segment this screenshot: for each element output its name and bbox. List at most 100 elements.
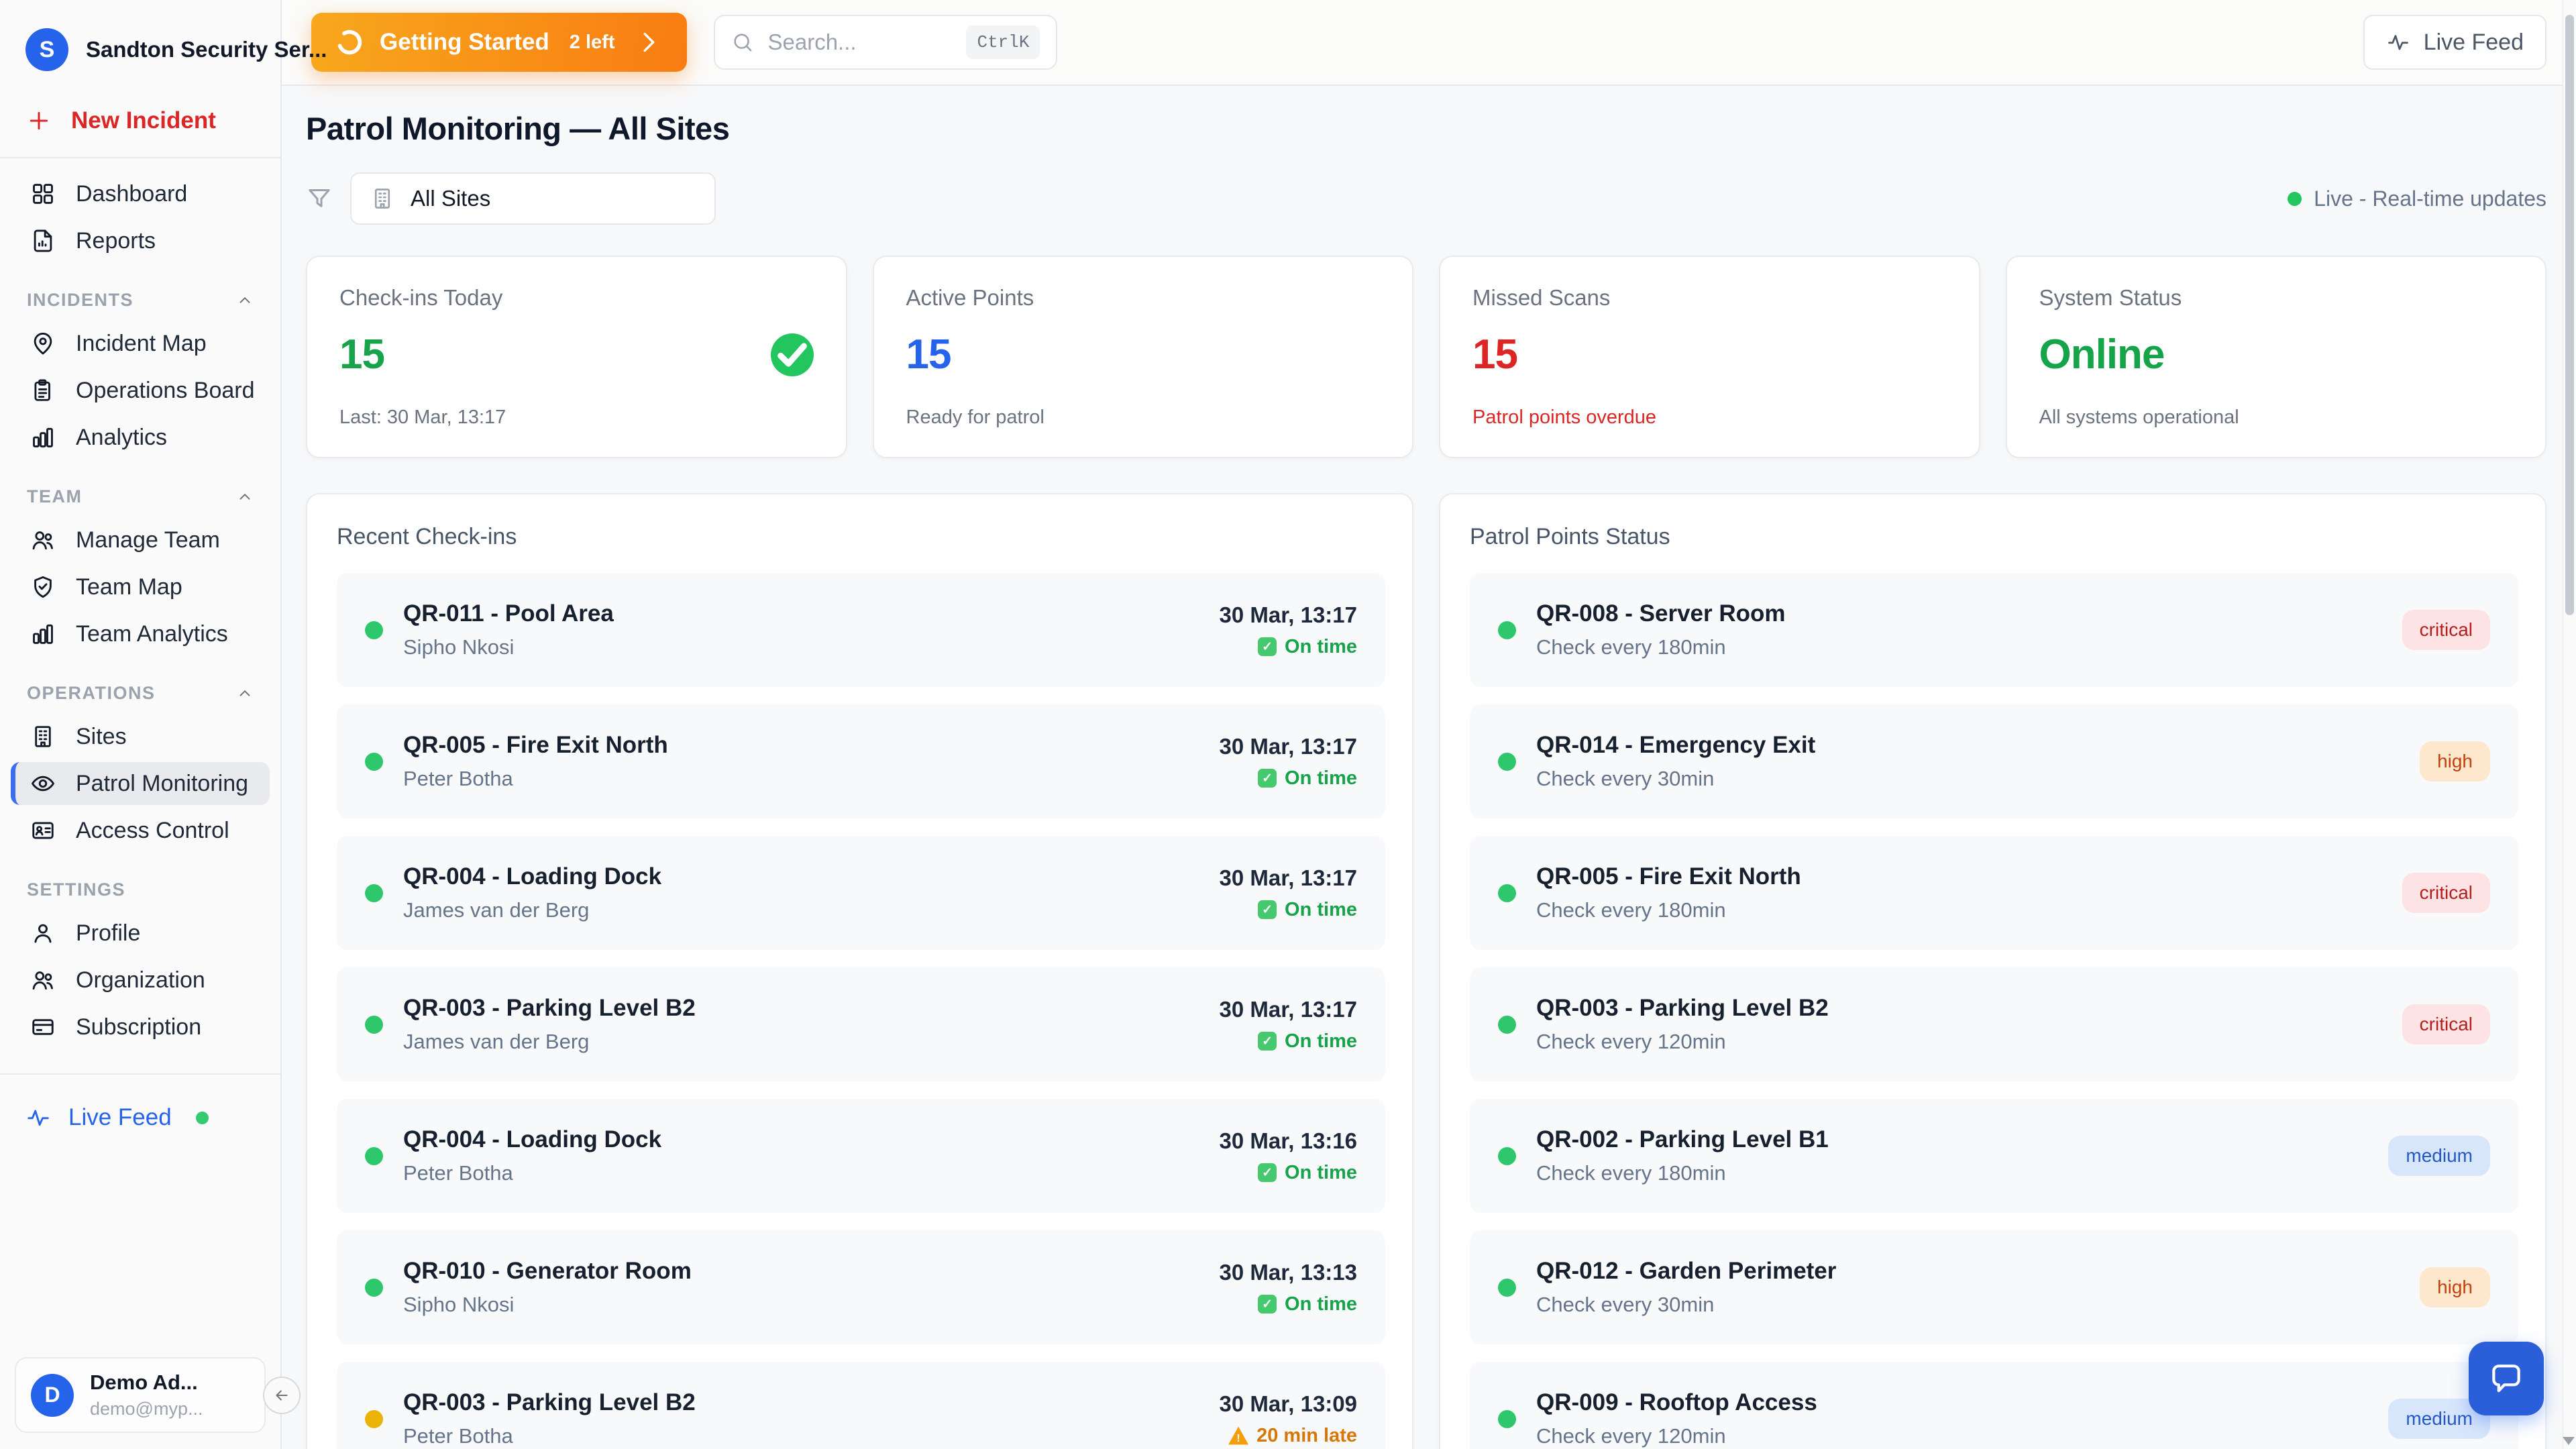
sidebar-item-team-analytics[interactable]: Team Analytics <box>11 612 270 655</box>
sidebar-item-profile[interactable]: Profile <box>11 912 270 955</box>
org-switcher[interactable]: S Sandton Security Ser... <box>25 28 327 71</box>
points-list: QR-008 - Server Room Check every 180min cr… <box>1470 573 2518 1449</box>
stat-label: Active Points <box>906 285 1034 310</box>
chevron-right-icon <box>633 27 664 58</box>
sidebar-nav: Dashboard Reports INCIDENTS Incident Map Ope… <box>0 170 280 1051</box>
user-menu[interactable]: D Demo Ad... demo@myp... <box>15 1357 266 1433</box>
chat-fab-button[interactable] <box>2469 1342 2544 1415</box>
checkin-status-text: On time <box>1285 1293 1357 1315</box>
new-incident-label: New Incident <box>71 107 216 133</box>
sidebar-item-analytics[interactable]: Analytics <box>11 416 270 459</box>
sidebar-item-subscription[interactable]: Subscription <box>11 1006 270 1049</box>
status-dot-green <box>365 621 383 639</box>
search-input[interactable] <box>767 30 953 55</box>
checkins-list: QR-011 - Pool Area Sipho Nkosi 30 Mar, 13:… <box>337 573 1385 1449</box>
patrol-point-row[interactable]: QR-008 - Server Room Check every 180min cr… <box>1470 573 2518 687</box>
sidebar-item-reports[interactable]: Reports <box>11 219 270 262</box>
sidebar-item-patrol-monitoring[interactable]: Patrol Monitoring <box>11 762 270 805</box>
checkin-row[interactable]: QR-003 - Parking Level B2 Peter Botha 30 M… <box>337 1362 1385 1449</box>
patrol-point-row[interactable]: QR-012 - Garden Perimeter Check every 30m… <box>1470 1230 2518 1344</box>
sidebar: S Sandton Security Ser... New Incident D… <box>0 0 327 1449</box>
sidebar-item-operations-board[interactable]: Operations Board <box>11 369 270 412</box>
sidebar-item-incident-map[interactable]: Incident Map <box>11 322 270 365</box>
checkin-row[interactable]: QR-005 - Fire Exit North Peter Botha 30 Ma… <box>337 704 1385 818</box>
status-dot-green <box>1498 752 1516 771</box>
bar-chart-icon <box>30 425 56 450</box>
patrol-point-interval: Check every 30min <box>1536 1293 1715 1316</box>
search-box[interactable]: CtrlK <box>714 15 1058 70</box>
patrol-point-label: QR-003 - Parking Level B2 <box>1536 995 1829 1021</box>
checkin-row[interactable]: QR-011 - Pool Area Sipho Nkosi 30 Mar, 13:… <box>337 573 1385 687</box>
getting-started-button[interactable]: Getting Started 2 left <box>311 13 688 72</box>
checkin-row[interactable]: QR-004 - Loading Dock James van der Berg 3… <box>337 836 1385 950</box>
sidebar-section-operations[interactable]: OPERATIONS <box>27 683 254 704</box>
search-shortcut: CtrlK <box>966 25 1040 59</box>
check-icon: ✓ <box>1258 769 1277 788</box>
priority-badge: critical <box>2402 1004 2490 1044</box>
patrol-point-row[interactable]: QR-003 - Parking Level B2 Check every 120… <box>1470 967 2518 1081</box>
site-filter-value: All Sites <box>411 186 491 211</box>
stat-value: 15 <box>906 331 952 378</box>
checkin-row[interactable]: QR-010 - Generator Room Sipho Nkosi 30 Mar… <box>337 1230 1385 1344</box>
stat-footer: Ready for patrol <box>906 407 1044 428</box>
checkin-row[interactable]: QR-003 - Parking Level B2 James van der B… <box>337 967 1385 1081</box>
sidebar-section-title: OPERATIONS <box>27 683 156 703</box>
sidebar-collapse-button[interactable] <box>263 1377 301 1414</box>
checkin-status-text: On time <box>1285 898 1357 920</box>
checkin-status-text: On time <box>1285 767 1357 789</box>
sidebar-item-sites[interactable]: Sites <box>11 715 270 758</box>
patrol-point-row[interactable]: QR-002 - Parking Level B1 Check every 180… <box>1470 1099 2518 1213</box>
scrollbar-down-arrow[interactable] <box>2563 1437 2575 1445</box>
recent-checkins-title: Recent Check-ins <box>337 524 517 549</box>
checkin-point-label: QR-011 - Pool Area <box>403 600 614 627</box>
checkin-status-text: On time <box>1285 1030 1357 1052</box>
checkin-guard-name: Sipho Nkosi <box>403 1293 515 1316</box>
live-status-dot <box>195 1111 209 1124</box>
new-incident-button[interactable]: New Incident <box>25 107 255 134</box>
stat-footer: Patrol points overdue <box>1472 407 1657 428</box>
checkin-status-text: On time <box>1285 1161 1357 1183</box>
checkin-status: ✓ On time <box>1220 767 1357 790</box>
page-title: Patrol Monitoring — All Sites <box>306 111 730 146</box>
stat-label: System Status <box>2039 285 2182 310</box>
sidebar-item-team-map[interactable]: Team Map <box>11 566 270 608</box>
site-filter-select[interactable]: All Sites <box>350 172 716 225</box>
patrol-point-label: QR-014 - Emergency Exit <box>1536 732 1816 758</box>
plus-icon <box>25 107 52 134</box>
checkin-time: 30 Mar, 13:17 <box>1219 733 1357 759</box>
patrol-point-row[interactable]: QR-014 - Emergency Exit Check every 30min… <box>1470 704 2518 818</box>
checkin-point-label: QR-004 - Loading Dock <box>403 1126 662 1152</box>
bar-chart-icon <box>30 621 56 647</box>
filter-icon[interactable] <box>306 185 333 212</box>
status-dot-yellow <box>365 1409 383 1428</box>
checkin-row[interactable]: QR-004 - Loading Dock Peter Botha 30 Mar, … <box>337 1099 1385 1213</box>
live-feed-button[interactable]: Live Feed <box>2363 15 2546 70</box>
sidebar-item-dashboard[interactable]: Dashboard <box>11 172 270 215</box>
sidebar-section-title: INCIDENTS <box>27 290 134 310</box>
sidebar-item-access-control[interactable]: Access Control <box>11 809 270 852</box>
sidebar-item-label: Incident Map <box>76 330 207 356</box>
status-dot-green <box>1498 1015 1516 1034</box>
checkin-status: ✓ On time <box>1220 1293 1357 1316</box>
user-name: Demo Ad... <box>90 1371 198 1394</box>
shield-check-icon <box>30 574 56 600</box>
activity-icon <box>25 1105 51 1130</box>
scrollbar-thumb[interactable] <box>2565 15 2574 615</box>
stat-footer: All systems operational <box>2039 407 2239 428</box>
map-pin-icon <box>30 331 56 356</box>
patrol-points-title: Patrol Points Status <box>1470 524 1670 549</box>
recent-checkins-panel: Recent Check-ins QR-011 - Pool Area Sipho… <box>306 493 1413 1449</box>
patrol-point-row[interactable]: QR-005 - Fire Exit North Check every 180m… <box>1470 836 2518 950</box>
sidebar-item-manage-team[interactable]: Manage Team <box>11 519 270 561</box>
sidebar-section-incidents[interactable]: INCIDENTS <box>27 290 254 311</box>
main-area: Getting Started 2 left CtrlK Live Feed P… <box>282 0 2576 1449</box>
checkin-guard-name: James van der Berg <box>403 1030 590 1053</box>
checkin-guard-name: Peter Botha <box>403 1161 513 1185</box>
patrol-point-row[interactable]: QR-009 - Rooftop Access Check every 120mi… <box>1470 1362 2518 1449</box>
status-dot-green <box>1498 1278 1516 1297</box>
sidebar-item-live-feed[interactable]: Live Feed <box>25 1104 255 1131</box>
sidebar-item-organization[interactable]: Organization <box>11 959 270 1002</box>
page-scrollbar[interactable] <box>2563 0 2576 1449</box>
sidebar-section-team[interactable]: TEAM <box>27 486 254 507</box>
